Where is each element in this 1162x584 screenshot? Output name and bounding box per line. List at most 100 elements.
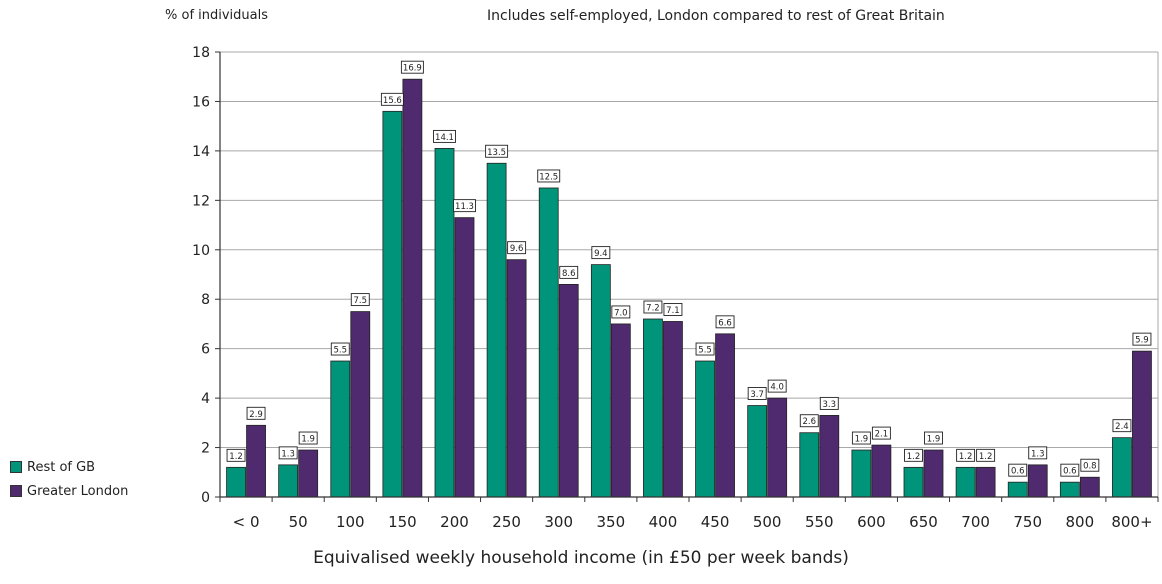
x-tick-label: 800	[1066, 513, 1095, 531]
data-label-box	[871, 426, 891, 440]
legend-swatch-greater-london	[10, 485, 22, 497]
data-label: 2.9	[249, 410, 263, 420]
legend-label-rest-of-gb: Rest of GB	[27, 459, 96, 475]
bar-rest-of-gb	[486, 162, 507, 498]
bar-greater-london	[975, 466, 996, 498]
data-label-box	[767, 379, 787, 393]
legend-swatch-rest-of-gb	[10, 461, 22, 473]
bar-greater-london	[402, 78, 423, 498]
bar-rest-of-gb	[1112, 437, 1132, 498]
bar-rest-of-gb	[226, 466, 246, 498]
data-label-box	[298, 431, 318, 445]
x-tick-label: 350	[597, 513, 626, 531]
x-tick-label: 50	[289, 513, 308, 531]
bar-rest-of-gb	[747, 405, 768, 498]
bar-rest-of-gb	[330, 360, 351, 498]
y-tick-label: 14	[192, 144, 210, 160]
axes: 0 2 4 6 8 10 12 14 16 18 < 0 50 100 150 200 250 300 350 40…	[192, 45, 1159, 531]
bar-rest-of-gb	[851, 449, 872, 498]
y-tick-label: 12	[192, 193, 210, 209]
bar-greater-london	[767, 397, 788, 498]
data-label: 1.2	[229, 452, 243, 462]
x-tick-label: 200	[440, 513, 469, 531]
data-label: 9.6	[510, 244, 524, 254]
bar-greater-london	[923, 449, 944, 498]
data-label: 7.5	[354, 296, 368, 306]
data-label-box	[226, 448, 246, 462]
bar-greater-london	[350, 311, 371, 498]
y-tick-label: 4	[201, 391, 210, 407]
x-tick-label: 150	[388, 513, 417, 531]
x-tick-label: 500	[753, 513, 782, 531]
data-label: 1.2	[979, 452, 993, 462]
y-tick-label: 2	[201, 441, 210, 457]
data-label-box	[591, 246, 611, 260]
bar-series	[226, 78, 1152, 498]
data-label-box	[851, 431, 871, 445]
data-label: 1.9	[927, 435, 941, 445]
data-label: 0.6	[1011, 467, 1025, 477]
x-tick-label: 650	[909, 513, 938, 531]
y-tick-label: 0	[201, 490, 210, 506]
data-label: 5.5	[698, 346, 712, 356]
chart-title: Includes self-employed, London compared …	[487, 8, 945, 24]
data-label-box	[559, 265, 579, 279]
data-label-box	[330, 342, 350, 356]
y-tick-label: 16	[192, 94, 210, 110]
bar-greater-london	[246, 424, 266, 498]
x-tick-label: 550	[805, 513, 834, 531]
bar-greater-london	[506, 259, 527, 498]
bar-greater-london	[1027, 464, 1048, 498]
y-tick-label: 8	[201, 292, 210, 308]
data-label: 15.6	[383, 96, 402, 106]
bar-rest-of-gb	[695, 360, 715, 498]
data-label-box	[433, 129, 456, 143]
legend-item-rest-of-gb: Rest of GB	[10, 455, 128, 479]
data-label: 2.6	[803, 417, 817, 427]
data-label-box	[663, 303, 683, 316]
data-label-box	[799, 414, 819, 428]
data-label-box	[819, 396, 839, 410]
data-label: 2.4	[1115, 422, 1129, 432]
data-label-box	[1132, 332, 1152, 346]
data-label-box	[643, 300, 663, 314]
data-label: 7.2	[646, 304, 660, 314]
data-label-box	[507, 241, 527, 255]
bar-greater-london	[663, 321, 683, 498]
data-label: 0.6	[1063, 467, 1077, 477]
data-labels: 1.2 2.9 1.3 1.9 5.5 7.5 15.6 16.9 14.1 11.3 13.5 9.…	[226, 60, 1152, 477]
y-tick-label: 6	[201, 342, 210, 358]
data-label-box	[1080, 458, 1100, 472]
data-label-box	[453, 199, 476, 213]
data-label-box	[278, 446, 298, 460]
data-label-box	[400, 60, 424, 74]
data-label: 14.1	[435, 133, 454, 143]
data-label: 4.0	[770, 383, 784, 393]
y-tick-label: 10	[192, 243, 210, 259]
data-label: 7.1	[666, 306, 680, 316]
data-label-box	[380, 92, 404, 106]
data-label-box	[976, 448, 996, 462]
legend-item-greater-london: Greater London	[10, 479, 128, 503]
bar-rest-of-gb	[278, 464, 299, 498]
y-tick-label: 18	[192, 45, 210, 61]
data-label-box	[350, 293, 370, 307]
bar-greater-london	[819, 415, 840, 498]
data-label: 11.3	[455, 202, 474, 212]
x-tick-label: 400	[649, 513, 678, 531]
bar-rest-of-gb	[1007, 481, 1028, 498]
bar-greater-london	[610, 323, 631, 498]
bar-greater-london	[298, 449, 319, 498]
data-label: 1.3	[1031, 449, 1045, 459]
bar-greater-london	[871, 444, 892, 498]
data-label-box	[485, 144, 509, 158]
bar-greater-london	[454, 217, 475, 498]
grid-lines	[220, 51, 1159, 497]
data-label-box	[1060, 463, 1080, 477]
data-label-box	[611, 305, 631, 319]
data-label: 1.3	[281, 449, 295, 459]
data-label-box	[695, 342, 715, 356]
x-tick-label: 700	[961, 513, 990, 531]
bar-rest-of-gb	[643, 318, 663, 498]
x-tick-label: 600	[857, 513, 886, 531]
